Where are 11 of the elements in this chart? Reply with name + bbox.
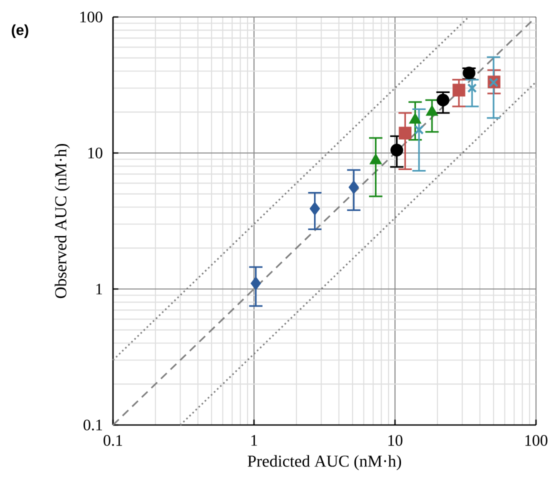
y-tick-label: 10: [88, 148, 102, 158]
x-tick-label: 0.1: [104, 435, 122, 446]
x-tick-label: 1: [251, 435, 258, 446]
x-tick-label: 10: [388, 435, 402, 446]
text: (e): [12, 24, 28, 38]
y-tick-label: 0.1: [84, 420, 102, 430]
y-tick-label: 1: [96, 284, 102, 294]
x-axis-title: Predicted AUC (nM·h): [248, 455, 402, 470]
x-tick-label: 100: [525, 435, 548, 446]
y-axis-title: Observed AUC (nM·h): [54, 144, 70, 298]
y-tick-label: 100: [80, 12, 102, 22]
